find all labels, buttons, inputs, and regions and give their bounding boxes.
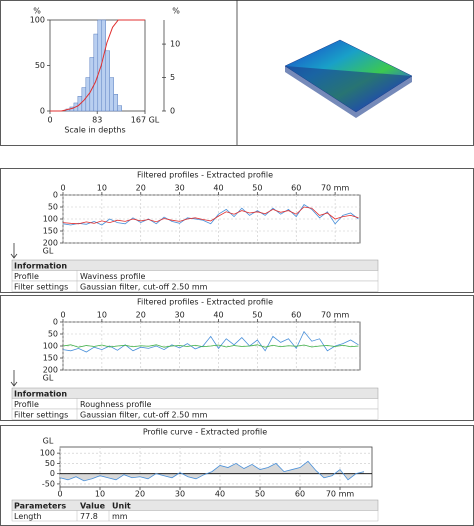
y-axis-label: GL (43, 374, 54, 383)
y-tick-label: 50 (45, 459, 55, 468)
x-tick-label: 167 GL (131, 116, 160, 125)
y2-tick-label: 5 (170, 73, 175, 82)
y-tick-label: 0 (53, 191, 58, 200)
surface-side (285, 66, 412, 118)
table-cell: Profile (14, 400, 39, 409)
table-header: Unit (112, 501, 131, 510)
y-tick-label: 0 (53, 318, 58, 327)
hist-bar (113, 94, 118, 112)
y2-tick-label: 0 (170, 107, 175, 116)
x-tick-label: 40 (215, 490, 225, 499)
x-tick-label: 0 (57, 490, 62, 499)
y-tick-label: 150 (43, 354, 58, 363)
y-tick-label: 200 (43, 239, 58, 248)
profile-line (62, 344, 359, 348)
x-tick-label: 30 (175, 311, 185, 320)
x-tick-label: 20 (136, 184, 146, 193)
x-tick-label: 60 (295, 490, 305, 499)
table-cell: Profile (14, 272, 39, 281)
hist-bar (93, 33, 99, 112)
x-tick-label: 60 (291, 311, 301, 320)
y-tick-label: 100 (40, 449, 55, 458)
y2-axis-label: % (172, 7, 180, 16)
profile-line (62, 206, 359, 225)
x-tick-label: 0 (60, 311, 65, 320)
y-tick-label: 50 (48, 203, 58, 212)
x-tick-label: 50 (252, 311, 262, 320)
table-cell: Length (14, 512, 42, 521)
profile-area (60, 461, 364, 481)
x-axis-label: Scale in depths (64, 126, 125, 135)
chart-title: Filtered profiles - Extracted profile (137, 298, 273, 307)
x-tick-label: 70 mm (321, 311, 350, 320)
table-cell: Gaussian filter, cut-off 2.50 mm (80, 282, 208, 291)
y-tick-label: 50 (35, 61, 45, 70)
x-tick-label: 0 (47, 116, 52, 125)
table-row-bg (11, 398, 379, 410)
x-tick-label: 40 (213, 311, 223, 320)
plot-area (59, 446, 373, 488)
x-tick-label: 10 (97, 184, 107, 193)
arrow-head (10, 381, 18, 387)
hist-bar (89, 57, 95, 112)
hist-bar (109, 77, 114, 112)
y2-tick-label: 10 (170, 40, 180, 49)
table-header: Information (14, 389, 67, 398)
y-tick-label: 0 (50, 469, 55, 478)
arrow-head (10, 253, 18, 259)
x-tick-label: 60 (291, 184, 301, 193)
profile-line (62, 330, 359, 353)
table-cell: Filter settings (14, 410, 68, 419)
y-tick-label: 200 (43, 366, 58, 375)
x-tick-label: 30 (175, 490, 185, 499)
table-cell: Filter settings (14, 282, 68, 291)
x-tick-label: 20 (135, 490, 145, 499)
table-row-bg (11, 510, 379, 522)
table-row-bg (11, 270, 379, 282)
x-tick-label: 70 mm (321, 184, 350, 193)
table-header: Parameters (14, 501, 66, 510)
x-tick-label: 30 (175, 184, 185, 193)
x-tick-label: 83 (92, 116, 102, 125)
table-cell: mm (112, 512, 128, 521)
x-tick-label: 20 (136, 311, 146, 320)
y-tick-label: 100 (43, 342, 58, 351)
y-tick-label: 100 (43, 215, 58, 224)
y-tick-label: 0 (40, 107, 45, 116)
y-tick-label: 100 (30, 16, 45, 25)
hist-bar (117, 105, 122, 112)
profile-line (59, 460, 365, 482)
x-tick-label: 50 (255, 490, 265, 499)
table-header: Information (14, 261, 67, 270)
hist-bar (101, 19, 106, 112)
x-tick-label: 0 (60, 184, 65, 193)
chart-title: Profile curve - Extracted profile (143, 428, 267, 437)
x-tick-label: 70 mm (326, 490, 355, 499)
table-cell: Gaussian filter, cut-off 2.50 mm (80, 410, 208, 419)
cumulative-line (50, 19, 145, 112)
y-tick-label: 150 (43, 227, 58, 236)
table-row-bg (11, 280, 379, 292)
table-cell: Waviness profile (80, 272, 145, 281)
x-tick-label: 10 (97, 311, 107, 320)
y-axis-label: GL (43, 247, 54, 256)
y-tick-label: -50 (42, 479, 55, 488)
table-header: Value (80, 501, 106, 510)
x-tick-label: 40 (213, 184, 223, 193)
table-cell: 77.8 (80, 512, 98, 521)
y-tick-label: 50 (48, 330, 58, 339)
table-row-bg (11, 408, 379, 420)
table-cell: Roughness profile (80, 400, 152, 409)
x-tick-label: 50 (252, 184, 262, 193)
hist-bar (105, 50, 110, 112)
chart-title: Filtered profiles - Extracted profile (137, 171, 273, 180)
table-header-bg (11, 499, 379, 511)
y-axis-label: GL (43, 437, 54, 446)
x-tick-label: 10 (95, 490, 105, 499)
y-axis-label: % (33, 7, 41, 16)
